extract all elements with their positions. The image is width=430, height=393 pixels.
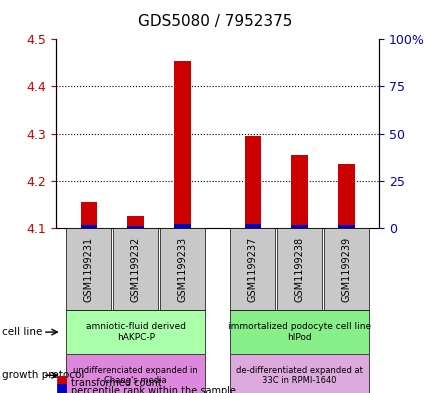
Text: GSM1199232: GSM1199232 — [130, 237, 140, 302]
Text: growth protocol: growth protocol — [2, 370, 84, 380]
Text: GSM1199233: GSM1199233 — [177, 237, 187, 302]
Bar — [80, 225, 97, 228]
Text: GDS5080 / 7952375: GDS5080 / 7952375 — [138, 14, 292, 29]
Text: percentile rank within the sample: percentile rank within the sample — [71, 386, 236, 393]
Bar — [338, 225, 354, 228]
FancyBboxPatch shape — [113, 228, 158, 310]
FancyBboxPatch shape — [66, 228, 111, 310]
FancyBboxPatch shape — [276, 228, 321, 310]
FancyBboxPatch shape — [230, 354, 368, 393]
Bar — [244, 224, 261, 228]
FancyBboxPatch shape — [323, 228, 368, 310]
Text: immortalized podocyte cell line
hIPod: immortalized podocyte cell line hIPod — [227, 322, 370, 342]
Text: ■: ■ — [56, 373, 68, 386]
FancyBboxPatch shape — [66, 354, 205, 393]
Text: undifferenciated expanded in
Chang's media: undifferenciated expanded in Chang's med… — [73, 365, 198, 385]
Text: GSM1199231: GSM1199231 — [83, 237, 94, 302]
Bar — [127, 226, 144, 228]
Text: amniotic-fluid derived
hAKPC-P: amniotic-fluid derived hAKPC-P — [86, 322, 185, 342]
FancyBboxPatch shape — [160, 228, 205, 310]
Bar — [80, 202, 97, 228]
Text: de-differentiated expanded at
33C in RPMI-1640: de-differentiated expanded at 33C in RPM… — [236, 365, 362, 385]
Bar — [338, 164, 354, 228]
Text: GSM1199239: GSM1199239 — [341, 237, 351, 302]
Text: transformed count: transformed count — [71, 378, 162, 388]
Text: GSM1199237: GSM1199237 — [247, 237, 257, 302]
Bar — [244, 136, 261, 228]
FancyBboxPatch shape — [230, 310, 368, 354]
Bar — [291, 225, 307, 228]
FancyBboxPatch shape — [230, 228, 275, 310]
Bar — [174, 61, 190, 228]
Bar — [291, 155, 307, 228]
Bar — [174, 224, 190, 228]
Text: ■: ■ — [56, 381, 68, 393]
Text: cell line: cell line — [2, 327, 43, 337]
Bar — [127, 216, 144, 228]
FancyBboxPatch shape — [66, 310, 205, 354]
Text: GSM1199238: GSM1199238 — [294, 237, 304, 302]
